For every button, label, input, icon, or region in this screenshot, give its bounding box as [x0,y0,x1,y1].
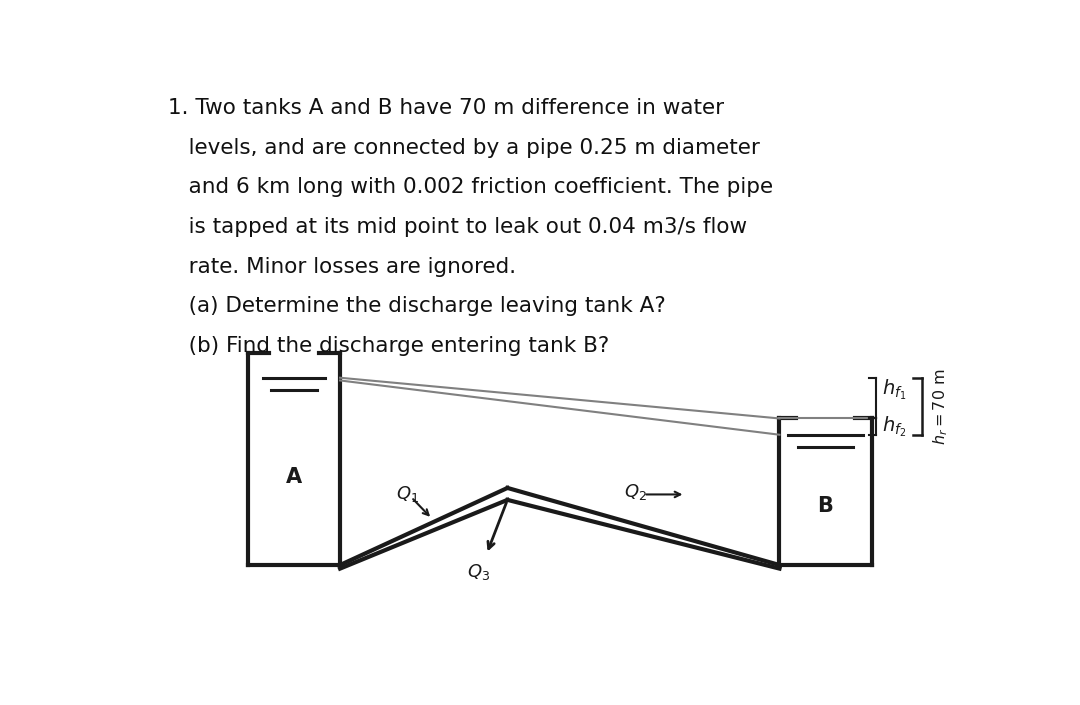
Text: $Q_1$: $Q_1$ [395,484,419,505]
Text: $h_{f_1}$: $h_{f_1}$ [882,378,907,403]
Text: B: B [818,496,834,516]
Text: 1. Two tanks A and B have 70 m difference in water: 1. Two tanks A and B have 70 m differenc… [168,98,725,118]
Text: (b) Find the discharge entering tank B?: (b) Find the discharge entering tank B? [168,336,610,356]
Text: levels, and are connected by a pipe 0.25 m diameter: levels, and are connected by a pipe 0.25… [168,137,760,158]
Text: $h_{f_2}$: $h_{f_2}$ [882,415,907,439]
Text: $Q_2$: $Q_2$ [623,482,647,502]
Text: $Q_3$: $Q_3$ [467,563,489,582]
Text: rate. Minor losses are ignored.: rate. Minor losses are ignored. [168,257,516,276]
Text: is tapped at its mid point to leak out 0.04 m3/s flow: is tapped at its mid point to leak out 0… [168,217,747,237]
Text: $h_r = 70$ m: $h_r = 70$ m [931,368,949,445]
Text: A: A [286,467,302,487]
Text: and 6 km long with 0.002 friction coefficient. The pipe: and 6 km long with 0.002 friction coeffi… [168,178,773,197]
Text: (a) Determine the discharge leaving tank A?: (a) Determine the discharge leaving tank… [168,296,666,317]
